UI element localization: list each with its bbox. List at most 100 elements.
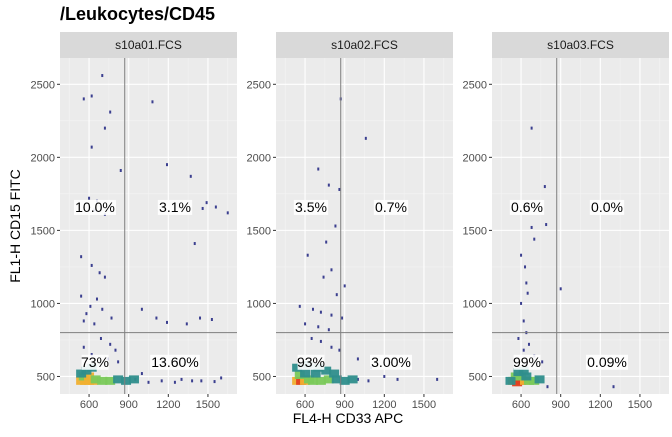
data-point bbox=[317, 325, 320, 329]
data-point bbox=[82, 345, 85, 349]
density-cell bbox=[97, 376, 108, 385]
data-point bbox=[85, 312, 88, 316]
data-point bbox=[140, 307, 143, 311]
density-cell bbox=[529, 376, 540, 385]
y-tick-label: 2000 bbox=[247, 152, 271, 164]
data-point bbox=[612, 385, 615, 389]
data-point bbox=[334, 224, 337, 228]
data-point bbox=[93, 322, 96, 326]
data-point bbox=[205, 201, 208, 205]
x-tick-label: 900 bbox=[336, 399, 354, 411]
data-point bbox=[155, 316, 158, 320]
density-cell bbox=[121, 376, 132, 385]
density-cell bbox=[310, 369, 321, 378]
quadrant-label-lower-left-bg bbox=[81, 354, 109, 370]
y-tick-label: 500 bbox=[469, 371, 487, 383]
data-point bbox=[200, 379, 203, 383]
data-point bbox=[325, 240, 328, 244]
density-cell bbox=[347, 375, 358, 384]
density-cell bbox=[321, 366, 332, 375]
density-cell bbox=[513, 368, 524, 377]
data-point bbox=[140, 372, 143, 376]
density-cell bbox=[534, 375, 545, 384]
quadrant-label-lower-right: 3.00% bbox=[371, 354, 411, 370]
density-cell bbox=[315, 376, 326, 385]
data-point bbox=[180, 377, 183, 381]
data-point bbox=[319, 339, 322, 343]
data-point bbox=[103, 275, 106, 279]
data-point bbox=[338, 348, 341, 352]
quadrant-label-upper-right-bg bbox=[157, 199, 193, 215]
data-point bbox=[546, 385, 549, 389]
x-tick-label: 1500 bbox=[412, 399, 436, 411]
data-point bbox=[317, 167, 320, 171]
density-cell bbox=[113, 375, 124, 384]
data-point bbox=[119, 168, 122, 172]
panel-strip-label: s10a03.FCS bbox=[547, 38, 614, 52]
data-point bbox=[527, 342, 530, 346]
density-cell bbox=[307, 376, 318, 385]
data-point bbox=[524, 265, 527, 269]
data-point bbox=[210, 317, 213, 321]
x-axis-label: FL4-H CD33 APC bbox=[293, 410, 403, 426]
data-point bbox=[101, 307, 104, 311]
data-point bbox=[530, 225, 533, 229]
data-point bbox=[304, 322, 307, 326]
data-point bbox=[201, 206, 204, 210]
data-point bbox=[101, 74, 104, 78]
quadrant-label-lower-right: 0.09% bbox=[587, 354, 627, 370]
data-point bbox=[367, 379, 370, 383]
data-point bbox=[117, 360, 120, 364]
data-point bbox=[530, 126, 533, 130]
data-point bbox=[341, 316, 344, 320]
y-tick-label: 1500 bbox=[31, 225, 55, 237]
data-point bbox=[322, 275, 325, 279]
data-point bbox=[165, 163, 168, 167]
panel-2: s10a02.FCS 3.5% 0.7% 93% 3.00% 600 900 1200 1500… bbox=[247, 32, 453, 411]
panel-strip bbox=[492, 32, 669, 58]
data-point bbox=[520, 301, 523, 305]
chart-title: /Leukocytes/CD45 bbox=[60, 4, 216, 24]
quadrant-label-upper-right: 0.0% bbox=[591, 199, 623, 215]
quadrant-label-lower-right: 13.60% bbox=[151, 354, 198, 370]
data-point bbox=[226, 211, 229, 215]
quadrant-label-lower-left: 99% bbox=[513, 354, 541, 370]
data-point bbox=[213, 380, 216, 384]
data-point bbox=[199, 316, 202, 320]
data-point bbox=[110, 316, 113, 320]
x-tick-label: 600 bbox=[296, 399, 314, 411]
quadrant-label-upper-right: 3.1% bbox=[159, 199, 191, 215]
data-point bbox=[310, 336, 313, 340]
panel-strip-label: s10a02.FCS bbox=[331, 38, 398, 52]
density-cell bbox=[339, 376, 350, 385]
quadrant-label-lower-left: 73% bbox=[81, 354, 109, 370]
density-cell bbox=[90, 375, 101, 384]
quadrant-label-upper-right-bg bbox=[373, 199, 409, 215]
data-point bbox=[82, 97, 85, 101]
data-point bbox=[364, 136, 367, 140]
density-cell bbox=[294, 371, 305, 380]
data-point bbox=[330, 345, 333, 349]
y-tick-label: 2000 bbox=[31, 152, 55, 164]
x-tick-label: 900 bbox=[552, 399, 570, 411]
density-cell bbox=[523, 376, 534, 385]
data-point bbox=[436, 377, 439, 381]
y-axis-label: FL1-H CD15 FITC bbox=[7, 169, 23, 283]
density-cell bbox=[331, 375, 342, 384]
density-cell bbox=[81, 366, 92, 375]
data-point bbox=[517, 336, 520, 340]
y-tick-label: 2500 bbox=[31, 79, 55, 91]
data-point bbox=[330, 268, 333, 272]
panel-1: s10a01.FCS 10.0% 3.1% 73% 13.60% 600 900 1200 15… bbox=[31, 32, 237, 411]
data-point bbox=[396, 377, 399, 381]
panel-strip bbox=[276, 32, 453, 58]
y-tick-label: 1000 bbox=[463, 298, 487, 310]
density-cell bbox=[516, 372, 527, 381]
data-point bbox=[338, 187, 341, 191]
quadrant-label-upper-right: 0.7% bbox=[375, 199, 407, 215]
density-cell bbox=[521, 372, 532, 381]
quadrant-label-lower-left-bg bbox=[513, 354, 541, 370]
quadrant-label-upper-left: 3.5% bbox=[295, 199, 327, 215]
y-tick-label: 2500 bbox=[463, 79, 487, 91]
